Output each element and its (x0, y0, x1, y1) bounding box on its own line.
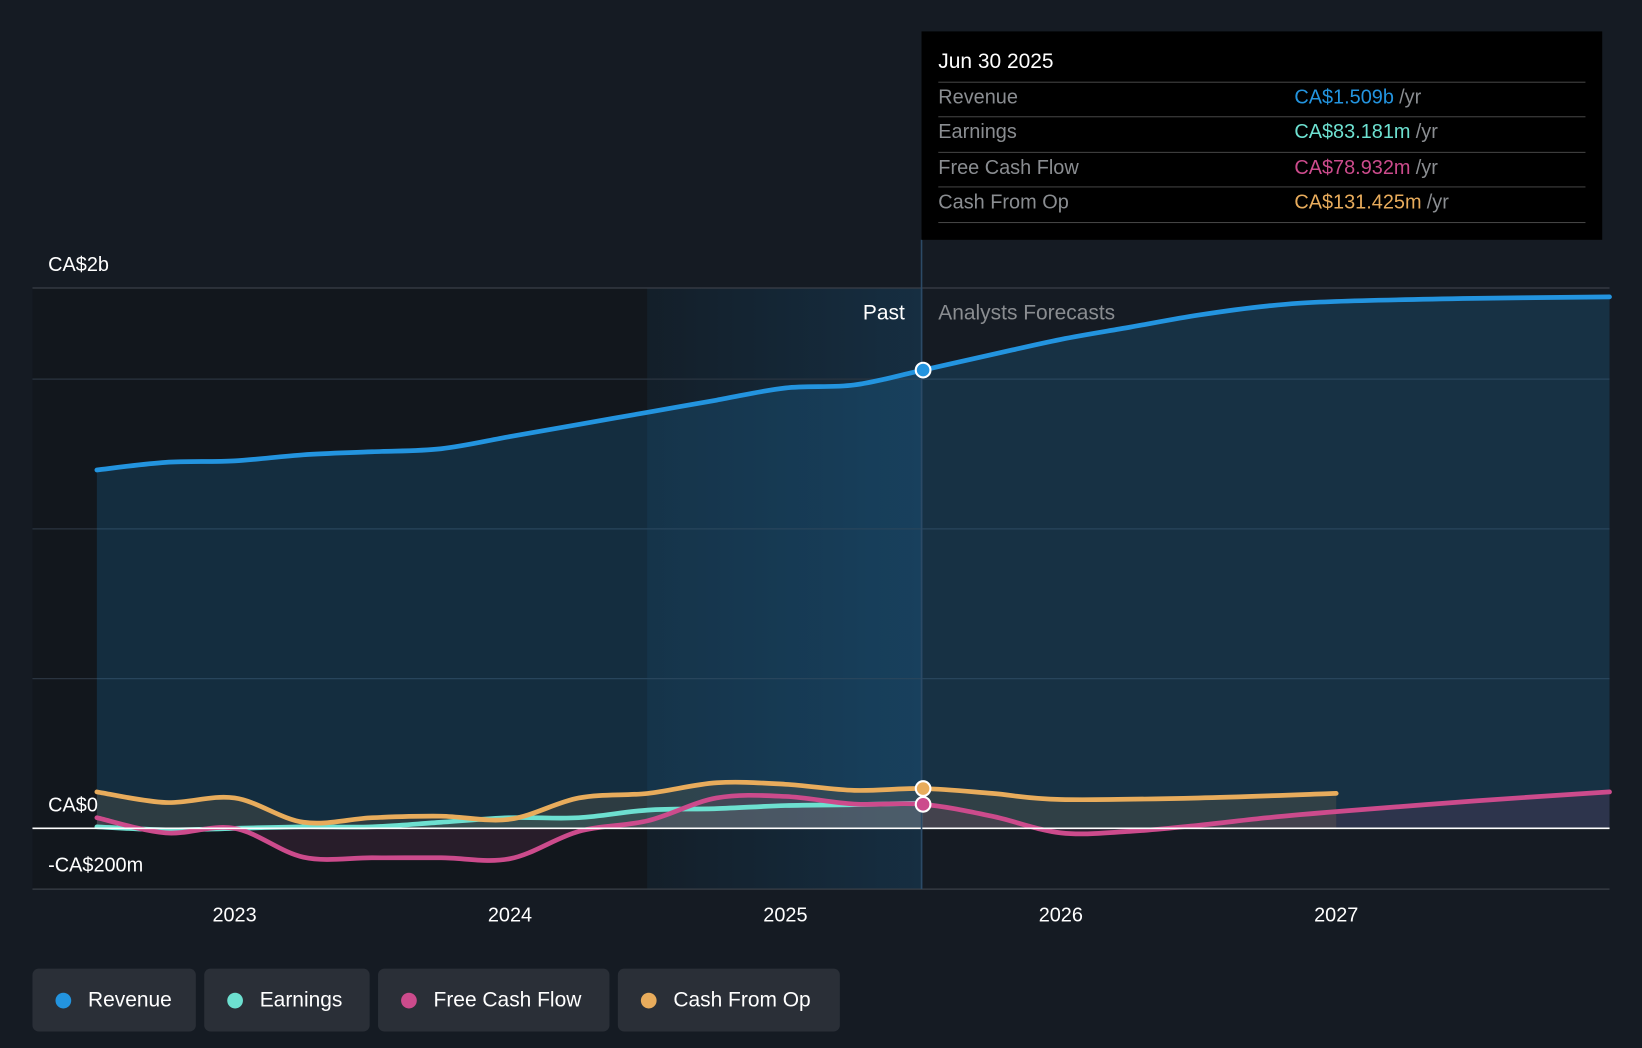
legend-label: Cash From Op (673, 988, 811, 1012)
free-cash-flow-area (96, 791, 1610, 861)
cash-from-op-marker (914, 780, 932, 797)
x-tick-label: 2025 (763, 905, 807, 927)
x-tick-label: 2023 (212, 905, 256, 927)
past-label: Past (863, 301, 905, 324)
legend-label: Earnings (259, 988, 343, 1012)
forecast-label: Analysts Forecasts (938, 301, 1115, 324)
free-cash-flow-marker (914, 795, 932, 813)
tooltip-divider (938, 222, 1586, 224)
cash-from-op-line (94, 779, 1339, 826)
tooltip-label: Cash From Op (938, 191, 1069, 214)
tooltip-label: Earnings (938, 121, 1017, 144)
tooltip-value: CA$1.509b/yr (1294, 86, 1422, 109)
tooltip-row-fcf: Free Cash Flow CA$78.932m/yr (938, 151, 1586, 188)
tooltip-date: Jun 30 2025 (938, 50, 1054, 74)
tooltip-value: CA$131.425m/yr (1294, 191, 1449, 214)
tooltip: Jun 30 2025 Revenue CA$1.509b/yr Earning… (921, 31, 1603, 240)
tooltip-label: Revenue (938, 86, 1018, 109)
revenue-line (94, 294, 1612, 473)
revenue-area (96, 296, 1610, 829)
x-tick-label: 2027 (1314, 905, 1358, 927)
tooltip-label: Free Cash Flow (938, 157, 1079, 180)
tooltip-value: CA$78.932m/yr (1294, 157, 1438, 180)
legend-item-revenue[interactable]: Revenue (32, 968, 196, 1032)
tooltip-row-revenue: Revenue CA$1.509b/yr (938, 81, 1586, 118)
legend-label: Revenue (87, 988, 172, 1012)
fcf-dot-icon (401, 992, 417, 1008)
y-tick-label: -CA$200m (48, 854, 143, 876)
chart-svg: Past Analysts Forecasts CA$2b CA$0 -CA$200… (32, 239, 1612, 927)
cfo-dot-icon (640, 992, 657, 1008)
revenue-marker (914, 361, 932, 379)
earnings-dot-icon (227, 992, 243, 1008)
x-tick-label: 2026 (1039, 905, 1083, 927)
tooltip-value: CA$83.181m/yr (1294, 121, 1438, 144)
legend-item-free-cash-flow[interactable]: Free Cash Flow (378, 968, 610, 1032)
free-cash-flow-line (94, 789, 1612, 863)
tooltip-row-earnings: Earnings CA$83.181m/yr (938, 116, 1586, 152)
legend-item-earnings[interactable]: Earnings (204, 968, 370, 1032)
tooltip-row-cfo: Cash From Op CA$131.425m/yr (938, 186, 1586, 222)
legend-item-cash-from-op[interactable]: Cash From Op (617, 968, 840, 1032)
legend-label: Free Cash Flow (433, 988, 582, 1012)
x-tick-label: 2024 (488, 905, 532, 927)
y-tick-label: CA$0 (48, 795, 98, 817)
y-tick-label: CA$2b (48, 254, 109, 276)
revenue-dot-icon (55, 992, 72, 1008)
